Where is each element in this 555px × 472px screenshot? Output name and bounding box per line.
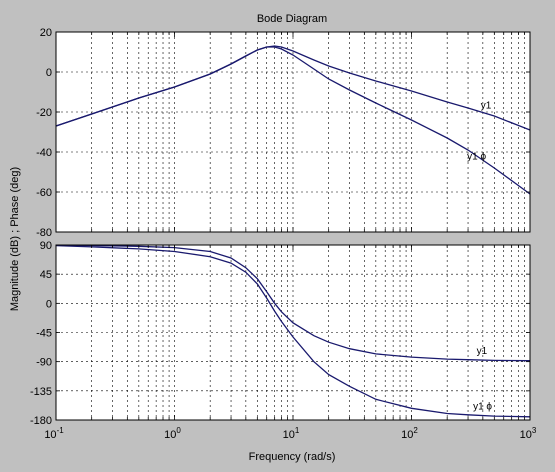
- x-axis-label: Frequency (rad/s): [249, 451, 336, 463]
- series-line: [55, 244, 531, 418]
- y-tick-label: -60: [36, 187, 52, 199]
- series-label: y1 ϕ: [473, 402, 492, 413]
- y-tick-label: -80: [36, 227, 52, 239]
- series-label: y1: [481, 101, 492, 112]
- x-tick-label: 101: [283, 426, 300, 441]
- y-tick-label: 0: [46, 67, 52, 79]
- series-label: y1: [477, 346, 488, 357]
- y-tick-label: 20: [40, 27, 52, 39]
- y-tick-label: -45: [36, 328, 52, 340]
- y-tick-label: -135: [30, 386, 52, 398]
- y-axis-label: Magnitude (dB) ; Phase (deg): [9, 167, 21, 311]
- chart-title: Bode Diagram: [257, 13, 327, 25]
- series-line: [55, 244, 531, 362]
- y-tick-label: -20: [36, 107, 52, 119]
- y-tick-label: 45: [40, 269, 52, 281]
- y-tick-label: -40: [36, 147, 52, 159]
- y-tick-label: -180: [30, 415, 52, 427]
- x-tick-label: 103: [520, 426, 537, 441]
- series-label: y1 ϕ: [467, 151, 486, 162]
- y-tick-label: -90: [36, 357, 52, 369]
- series-line: [55, 46, 531, 195]
- x-tick-label: 102: [401, 426, 418, 441]
- y-tick-label: 90: [40, 240, 52, 252]
- y-tick-label: 0: [46, 298, 52, 310]
- magnitude-panel: y1 y1 ϕ 20 0 -20 -40 -60 -80: [36, 27, 531, 239]
- x-tick-label: 100: [164, 426, 181, 441]
- x-tick-label: 10-1: [44, 426, 64, 441]
